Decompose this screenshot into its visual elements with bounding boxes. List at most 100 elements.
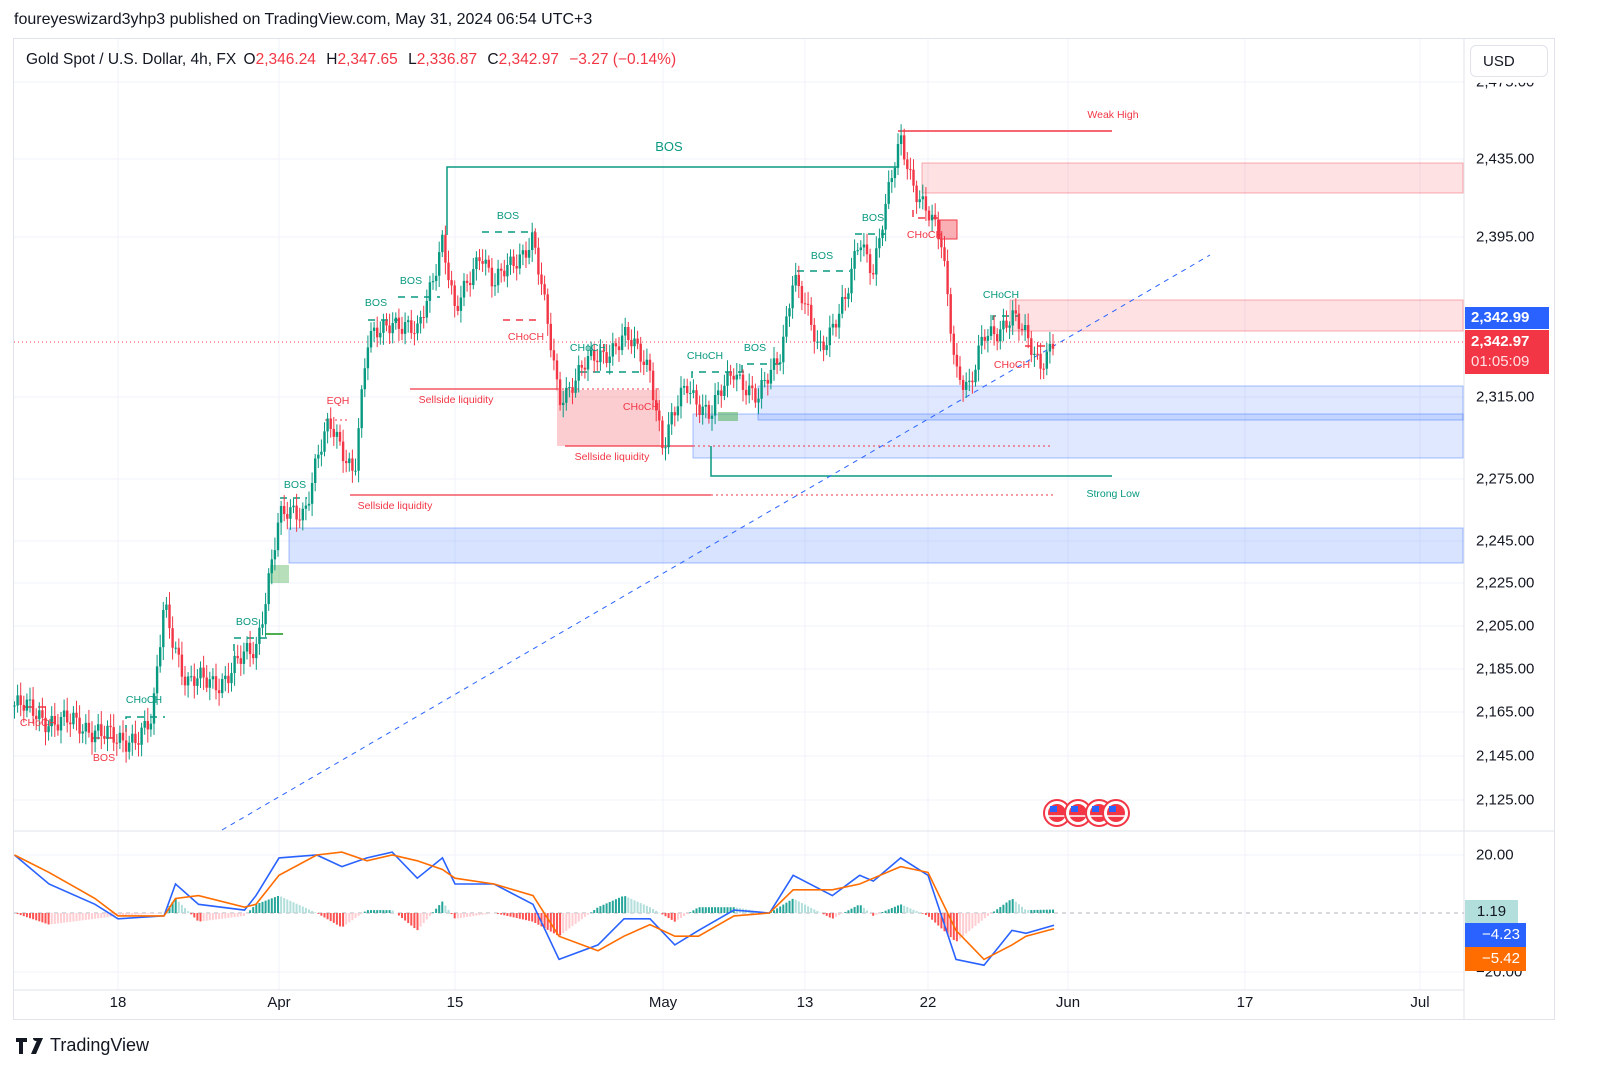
histogram-bar (862, 907, 865, 913)
histogram-bar (32, 913, 35, 920)
candle (810, 304, 813, 325)
histogram-bar (487, 913, 490, 914)
candle (19, 695, 22, 706)
histogram-bar (689, 912, 692, 913)
candle (872, 273, 875, 275)
histogram-bar (373, 910, 376, 913)
candle (617, 346, 621, 351)
candle (413, 332, 416, 334)
histogram-bar (16, 913, 19, 915)
histogram-bar (580, 913, 583, 920)
candle (475, 257, 478, 270)
bos-dashed-2 (233, 637, 268, 651)
price-tick: 2,275.00 (1476, 470, 1535, 488)
candle (174, 647, 177, 649)
candle (171, 628, 174, 648)
candle (500, 268, 503, 271)
candle (180, 654, 184, 677)
histogram-bar (261, 901, 264, 913)
candle (345, 461, 348, 464)
candle (366, 347, 370, 369)
candle (289, 507, 292, 519)
histogram-bar (831, 913, 834, 919)
histogram-bar (224, 913, 227, 919)
publisher-line: foureyeswizard3yhp3 published on Trading… (14, 11, 593, 28)
histogram-bar (146, 913, 149, 915)
histogram-bar (301, 906, 304, 913)
candle (304, 505, 308, 509)
histogram-bar (1008, 900, 1011, 913)
histogram-bar (401, 913, 403, 919)
histogram-bar (422, 913, 425, 924)
candle (695, 390, 698, 405)
candle (276, 522, 280, 551)
histogram-bar (66, 913, 69, 923)
tradingview-logo[interactable]: TradingView (16, 1035, 149, 1056)
histogram-bar (726, 907, 729, 913)
histogram-bar (218, 913, 221, 920)
histogram-bar (698, 907, 701, 913)
candle (301, 508, 304, 521)
histogram-bar (360, 913, 363, 914)
candle (323, 431, 326, 452)
candle (859, 247, 862, 251)
label-choch: CHoCH (623, 401, 659, 413)
candle (676, 406, 680, 416)
candle (825, 345, 828, 351)
histogram-bar (664, 913, 667, 917)
histogram-bar (1052, 909, 1054, 913)
candle (410, 320, 413, 333)
candle (580, 364, 583, 368)
candle (264, 604, 267, 625)
candle (1017, 313, 1021, 329)
label-sellside-liquidity: Sellside liquidity (358, 500, 433, 512)
candle (819, 341, 822, 343)
candle (667, 424, 670, 448)
candle (100, 724, 103, 737)
candle (822, 341, 825, 351)
candle (152, 693, 156, 724)
candle (999, 329, 1002, 342)
histogram-bar (317, 913, 320, 914)
histogram-bar (351, 913, 354, 921)
candle (354, 470, 357, 472)
candle (391, 322, 394, 334)
price-tick: 2,125.00 (1476, 791, 1535, 809)
brand-name: TradingView (50, 1035, 150, 1055)
histogram-bar (704, 907, 707, 913)
candle (317, 454, 320, 459)
candle (472, 269, 475, 286)
economic-events[interactable] (1043, 799, 1130, 827)
candle (462, 280, 466, 298)
candle (531, 232, 534, 250)
histogram-bar (385, 910, 388, 913)
candle (221, 679, 224, 694)
histogram-bar (813, 909, 816, 913)
candle (875, 248, 878, 275)
histogram-bar (122, 913, 124, 916)
histogram-bar (596, 907, 599, 913)
candle (41, 710, 44, 718)
histogram-bar (304, 908, 307, 913)
signal-line (14, 851, 1055, 961)
candle (487, 259, 490, 268)
label-sellside-liquidity: Sellside liquidity (575, 451, 650, 463)
candle (450, 280, 453, 286)
histogram-bar (810, 907, 813, 913)
histogram-bar (680, 913, 682, 918)
candle (803, 303, 807, 305)
histogram-bar (503, 913, 506, 916)
candle (360, 389, 363, 429)
histogram-bar (432, 912, 434, 913)
price-tick: 2,145.00 (1476, 747, 1535, 765)
histogram-bar (797, 901, 800, 913)
histogram-bar (1024, 909, 1027, 913)
histogram-bar (618, 897, 620, 913)
candle (252, 654, 255, 659)
currency-button[interactable]: USD (1470, 45, 1548, 77)
histogram-bar (574, 913, 577, 924)
candle (524, 250, 528, 258)
histogram-bar (435, 908, 438, 913)
candle (720, 390, 723, 396)
